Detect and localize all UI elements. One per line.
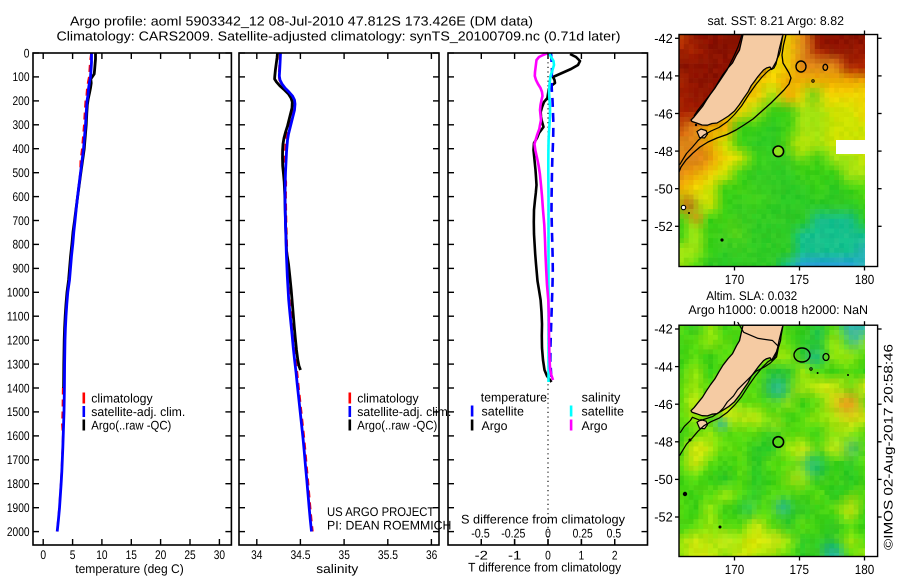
svg-text:25: 25 [184, 548, 195, 562]
svg-text:0.25: 0.25 [573, 527, 593, 541]
svg-text:1200: 1200 [7, 334, 30, 348]
svg-text:35.5: 35.5 [378, 548, 398, 562]
svg-text:-0.25: -0.25 [501, 527, 525, 541]
svg-text:600: 600 [13, 190, 30, 204]
svg-text:T difference from climatology: T difference from climatology [468, 561, 622, 575]
svg-text:1400: 1400 [7, 381, 30, 395]
svg-text:-42: -42 [654, 31, 673, 46]
svg-text:100: 100 [13, 70, 30, 84]
svg-text:1100: 1100 [7, 310, 30, 324]
svg-text:-48: -48 [654, 435, 673, 450]
svg-text:PI: DEAN ROEMMICH: PI: DEAN ROEMMICH [327, 519, 451, 533]
svg-text:Argo: Argo [482, 419, 508, 433]
svg-text:US ARGO PROJECT: US ARGO PROJECT [327, 505, 435, 519]
svg-text:170: 170 [725, 562, 745, 577]
svg-text:sat. SST: 8.21 Argo: 8.82: sat. SST: 8.21 Argo: 8.82 [707, 14, 844, 28]
svg-text:Climatology: CARS2009. Satelli: Climatology: CARS2009. Satellite-adjuste… [57, 29, 621, 44]
svg-text:30: 30 [214, 548, 225, 562]
svg-text:climatology: climatology [357, 392, 419, 406]
svg-text:Argo(..raw -QC): Argo(..raw -QC) [357, 419, 437, 433]
svg-text:1500: 1500 [7, 405, 30, 419]
svg-text:-52: -52 [654, 219, 673, 234]
svg-text:175: 175 [790, 272, 810, 287]
svg-text:1700: 1700 [7, 453, 30, 467]
svg-text:400: 400 [13, 142, 30, 156]
svg-text:180: 180 [855, 272, 875, 287]
svg-text:©IMOS 02-Aug-2017 20:58:46: ©IMOS 02-Aug-2017 20:58:46 [882, 344, 896, 550]
svg-text:-48: -48 [654, 144, 673, 159]
svg-text:-42: -42 [654, 322, 673, 337]
svg-text:S difference from climatology: S difference from climatology [461, 513, 626, 527]
svg-text:500: 500 [13, 166, 30, 180]
svg-text:35: 35 [339, 548, 350, 562]
svg-text:0: 0 [545, 549, 551, 563]
svg-text:salinity: salinity [582, 391, 622, 405]
svg-text:5: 5 [70, 548, 76, 562]
svg-text:900: 900 [13, 262, 30, 276]
svg-text:Altim. SLA: 0.032: Altim. SLA: 0.032 [706, 289, 797, 303]
svg-text:-0.5: -0.5 [471, 527, 490, 541]
svg-text:-1: -1 [508, 549, 521, 563]
svg-text:34: 34 [251, 548, 262, 562]
svg-text:-2: -2 [475, 549, 488, 563]
svg-text:Argo profile: aoml 5903342_12: Argo profile: aoml 5903342_12 08-Jul-201… [70, 13, 533, 28]
svg-text:15: 15 [126, 548, 137, 562]
svg-text:0: 0 [545, 527, 551, 541]
svg-text:temperature (deg C): temperature (deg C) [75, 562, 184, 576]
svg-text:Argo: Argo [582, 419, 608, 433]
svg-text:Argo(..raw -QC): Argo(..raw -QC) [91, 419, 171, 433]
svg-text:-50: -50 [654, 182, 673, 197]
svg-text:-46: -46 [654, 106, 673, 121]
svg-text:2: 2 [612, 549, 618, 563]
svg-text:1900: 1900 [7, 501, 30, 515]
svg-text:2000: 2000 [7, 525, 30, 539]
svg-text:36: 36 [426, 548, 437, 562]
svg-text:20: 20 [155, 548, 166, 562]
svg-text:salinity: salinity [316, 562, 359, 576]
svg-text:satellite: satellite [482, 405, 525, 419]
svg-text:-52: -52 [654, 510, 673, 525]
svg-text:satellite: satellite [582, 405, 625, 419]
svg-text:-50: -50 [654, 472, 673, 487]
svg-text:200: 200 [13, 94, 30, 108]
svg-text:1300: 1300 [7, 357, 30, 371]
svg-text:34.5: 34.5 [290, 548, 310, 562]
svg-text:1: 1 [578, 549, 584, 563]
svg-text:satellite-adj. clim.: satellite-adj. clim. [357, 405, 451, 419]
svg-text:1600: 1600 [7, 429, 30, 443]
svg-text:climatology: climatology [91, 392, 153, 406]
svg-text:0.5: 0.5 [607, 527, 622, 541]
svg-text:180: 180 [855, 562, 875, 577]
svg-text:1800: 1800 [7, 477, 30, 491]
svg-text:170: 170 [725, 272, 745, 287]
svg-text:0: 0 [40, 548, 46, 562]
svg-text:800: 800 [13, 238, 30, 252]
svg-text:Argo h1000: 0.0018 h2000: NaN: Argo h1000: 0.0018 h2000: NaN [688, 303, 868, 317]
svg-text:temperature: temperature [481, 391, 547, 405]
svg-text:-44: -44 [654, 69, 673, 84]
svg-text:-46: -46 [654, 397, 673, 412]
svg-text:10: 10 [96, 548, 107, 562]
svg-text:satellite-adj. clim.: satellite-adj. clim. [91, 405, 185, 419]
svg-text:700: 700 [13, 214, 30, 228]
svg-text:0: 0 [24, 46, 30, 60]
svg-text:300: 300 [13, 118, 30, 132]
svg-text:175: 175 [790, 562, 810, 577]
svg-text:1000: 1000 [7, 286, 30, 300]
svg-text:-44: -44 [654, 359, 673, 374]
